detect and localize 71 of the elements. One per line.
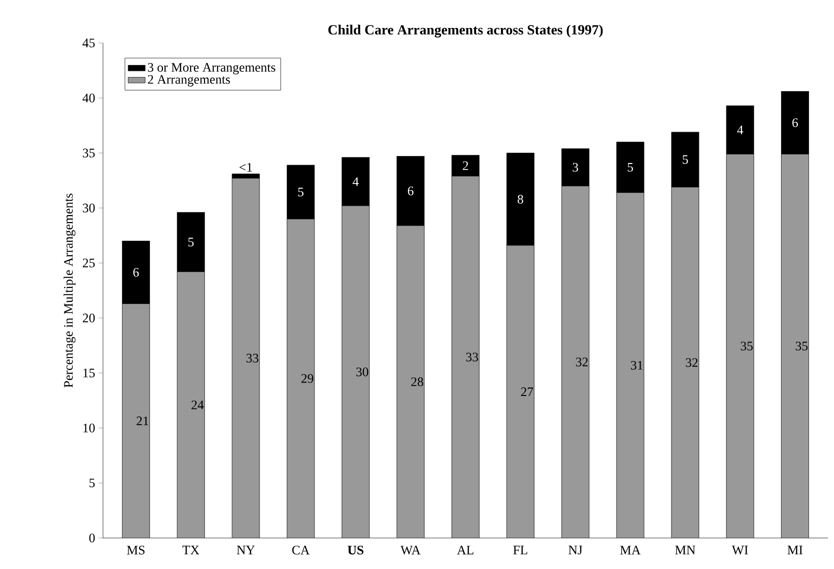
data-label: 5: [628, 162, 634, 172]
bar: [286, 164, 315, 220]
data-label: 33: [466, 352, 478, 362]
x-tick-label: NY: [236, 546, 255, 554]
bar: [396, 226, 424, 538]
data-label: 6: [133, 268, 139, 277]
data-label: <1: [240, 163, 252, 172]
data-label: 32: [576, 358, 588, 366]
chart-title: Child Care Arrangements across States (1997): [328, 24, 603, 38]
y-tick-label: 35: [82, 148, 95, 158]
data-label: 27: [521, 387, 534, 396]
data-label: 4: [737, 126, 744, 134]
data-label: 31: [631, 360, 643, 370]
bar: [396, 156, 425, 226]
x-tick-label: MI: [788, 546, 803, 554]
data-label: 35: [740, 342, 753, 350]
bar: [287, 219, 314, 538]
bar: [342, 206, 370, 538]
y-tick-label: 30: [82, 204, 95, 212]
data-label: 5: [188, 238, 194, 246]
data-label: 32: [686, 358, 698, 367]
bar: [562, 186, 590, 538]
data-label: 5: [682, 155, 688, 164]
x-tick-label: AL: [456, 546, 474, 554]
data-label: 29: [301, 374, 314, 383]
data-label: 5: [298, 188, 304, 196]
y-tick-label: 10: [83, 424, 95, 432]
data-label: 3: [572, 162, 578, 172]
bar: [726, 154, 754, 538]
bar: [232, 178, 260, 538]
data-label: 8: [518, 194, 524, 204]
bar: [232, 174, 260, 178]
bar: [176, 212, 205, 272]
legend-label: 2 Arrangements: [148, 75, 230, 86]
data-label: 28: [411, 377, 424, 386]
y-tick-label: 45: [82, 38, 95, 48]
bar: [671, 187, 699, 538]
y-tick-label: 25: [82, 258, 95, 268]
x-tick-label: NJ: [568, 546, 582, 554]
x-tick-label: FL: [513, 546, 528, 554]
data-label: 4: [352, 177, 359, 186]
y-tick-label: 0: [89, 534, 95, 542]
y-tick-label: 5: [90, 478, 95, 488]
bar: [342, 157, 370, 206]
bar: [781, 154, 809, 538]
bar: [506, 245, 534, 538]
y-tick-label: 20: [82, 314, 95, 322]
x-tick-label: CA: [292, 546, 310, 554]
x-tick-label: MS: [126, 546, 145, 554]
x-tick-label: TX: [182, 546, 200, 554]
x-tick-label: MA: [620, 546, 641, 554]
x-tick-label: US: [348, 546, 364, 554]
y-tick-label: 40: [82, 94, 95, 102]
bar: [616, 192, 644, 538]
data-label: 6: [408, 186, 414, 196]
data-label: 35: [796, 342, 808, 350]
x-tick-label: WI: [732, 546, 748, 554]
x-tick-label: WA: [400, 546, 421, 555]
legend-label: 3 or More Arrangements: [148, 63, 276, 74]
y-tick-label: 15: [83, 368, 95, 378]
data-label: 24: [192, 400, 204, 410]
data-label: 33: [246, 354, 258, 362]
bar: [452, 176, 480, 538]
data-label: 2: [462, 161, 468, 170]
x-tick-label: MN: [675, 546, 696, 554]
bar: [122, 304, 150, 538]
bar: [177, 272, 205, 538]
data-label: 6: [792, 118, 798, 128]
y-axis-title: Percentage in Multiple Arrangements: [64, 194, 76, 388]
data-label: 21: [136, 416, 148, 426]
data-label: 30: [356, 368, 368, 376]
